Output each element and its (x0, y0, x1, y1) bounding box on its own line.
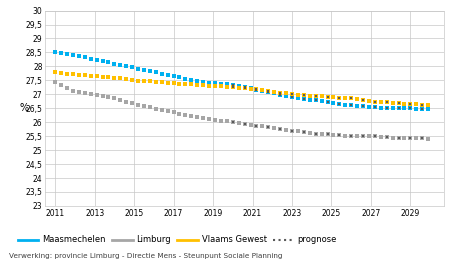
Legend: Maasmechelen, Limburg, Vlaams Gewest, prognose: Maasmechelen, Limburg, Vlaams Gewest, pr… (18, 235, 337, 244)
Text: Verwerking: provincie Limburg - Directie Mens - Steunpunt Sociale Planning: Verwerking: provincie Limburg - Directie… (9, 253, 283, 259)
Y-axis label: %: % (19, 103, 29, 113)
